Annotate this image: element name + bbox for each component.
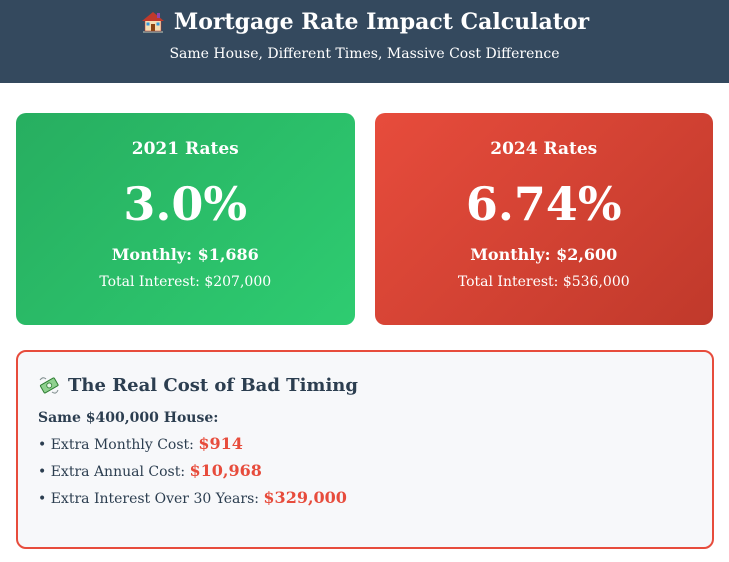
rate-card-year: 2024 Rates <box>490 139 598 159</box>
impact-line-label: • Extra Monthly Cost: <box>38 437 199 453</box>
rate-card-2024: 2024 Rates 6.74% Monthly: $2,600 Total I… <box>374 113 713 325</box>
money-with-wings-icon <box>38 374 60 396</box>
rate-card-2021: 2021 Rates 3.0% Monthly: $1,686 Total In… <box>16 113 355 325</box>
rate-card-rate: 3.0% <box>123 177 248 231</box>
rate-card-rate: 6.74% <box>465 177 622 231</box>
page-title: Mortgage Rate Impact Calculator <box>173 9 590 35</box>
extra-monthly-cost: • Extra Monthly Cost: $914 <box>38 434 692 453</box>
impact-title: The Real Cost of Bad Timing <box>68 374 358 396</box>
impact-house-label: Same $400,000 House: <box>38 410 219 426</box>
extra-annual-cost: • Extra Annual Cost: $10,968 <box>38 461 692 480</box>
rate-card-monthly: Monthly: $1,686 <box>111 245 259 264</box>
cost-impact-panel: The Real Cost of Bad Timing Same $400,00… <box>16 350 714 549</box>
page-header: Mortgage Rate Impact Calculator Same Hou… <box>0 0 729 83</box>
page-title-row: Mortgage Rate Impact Calculator <box>0 6 729 38</box>
page-subtitle: Same House, Different Times, Massive Cos… <box>169 46 560 62</box>
rate-card-year: 2021 Rates <box>131 139 239 159</box>
impact-line-amount: $10,968 <box>189 461 262 480</box>
rate-card-interest: Total Interest: $536,000 <box>457 274 630 290</box>
impact-line-label: • Extra Annual Cost: <box>38 464 190 480</box>
impact-line-label: • Extra Interest Over 30 Years: <box>38 491 264 507</box>
rate-card-interest: Total Interest: $207,000 <box>99 274 272 290</box>
extra-interest-30-years: • Extra Interest Over 30 Years: $329,000 <box>38 488 692 507</box>
impact-line-amount: $329,000 <box>263 488 347 507</box>
rate-cards: 2021 Rates 3.0% Monthly: $1,686 Total In… <box>16 113 713 325</box>
impact-title-row: The Real Cost of Bad Timing <box>38 374 692 396</box>
impact-line-amount: $914 <box>198 434 243 453</box>
house-icon <box>140 9 166 35</box>
rate-card-monthly: Monthly: $2,600 <box>470 245 618 264</box>
